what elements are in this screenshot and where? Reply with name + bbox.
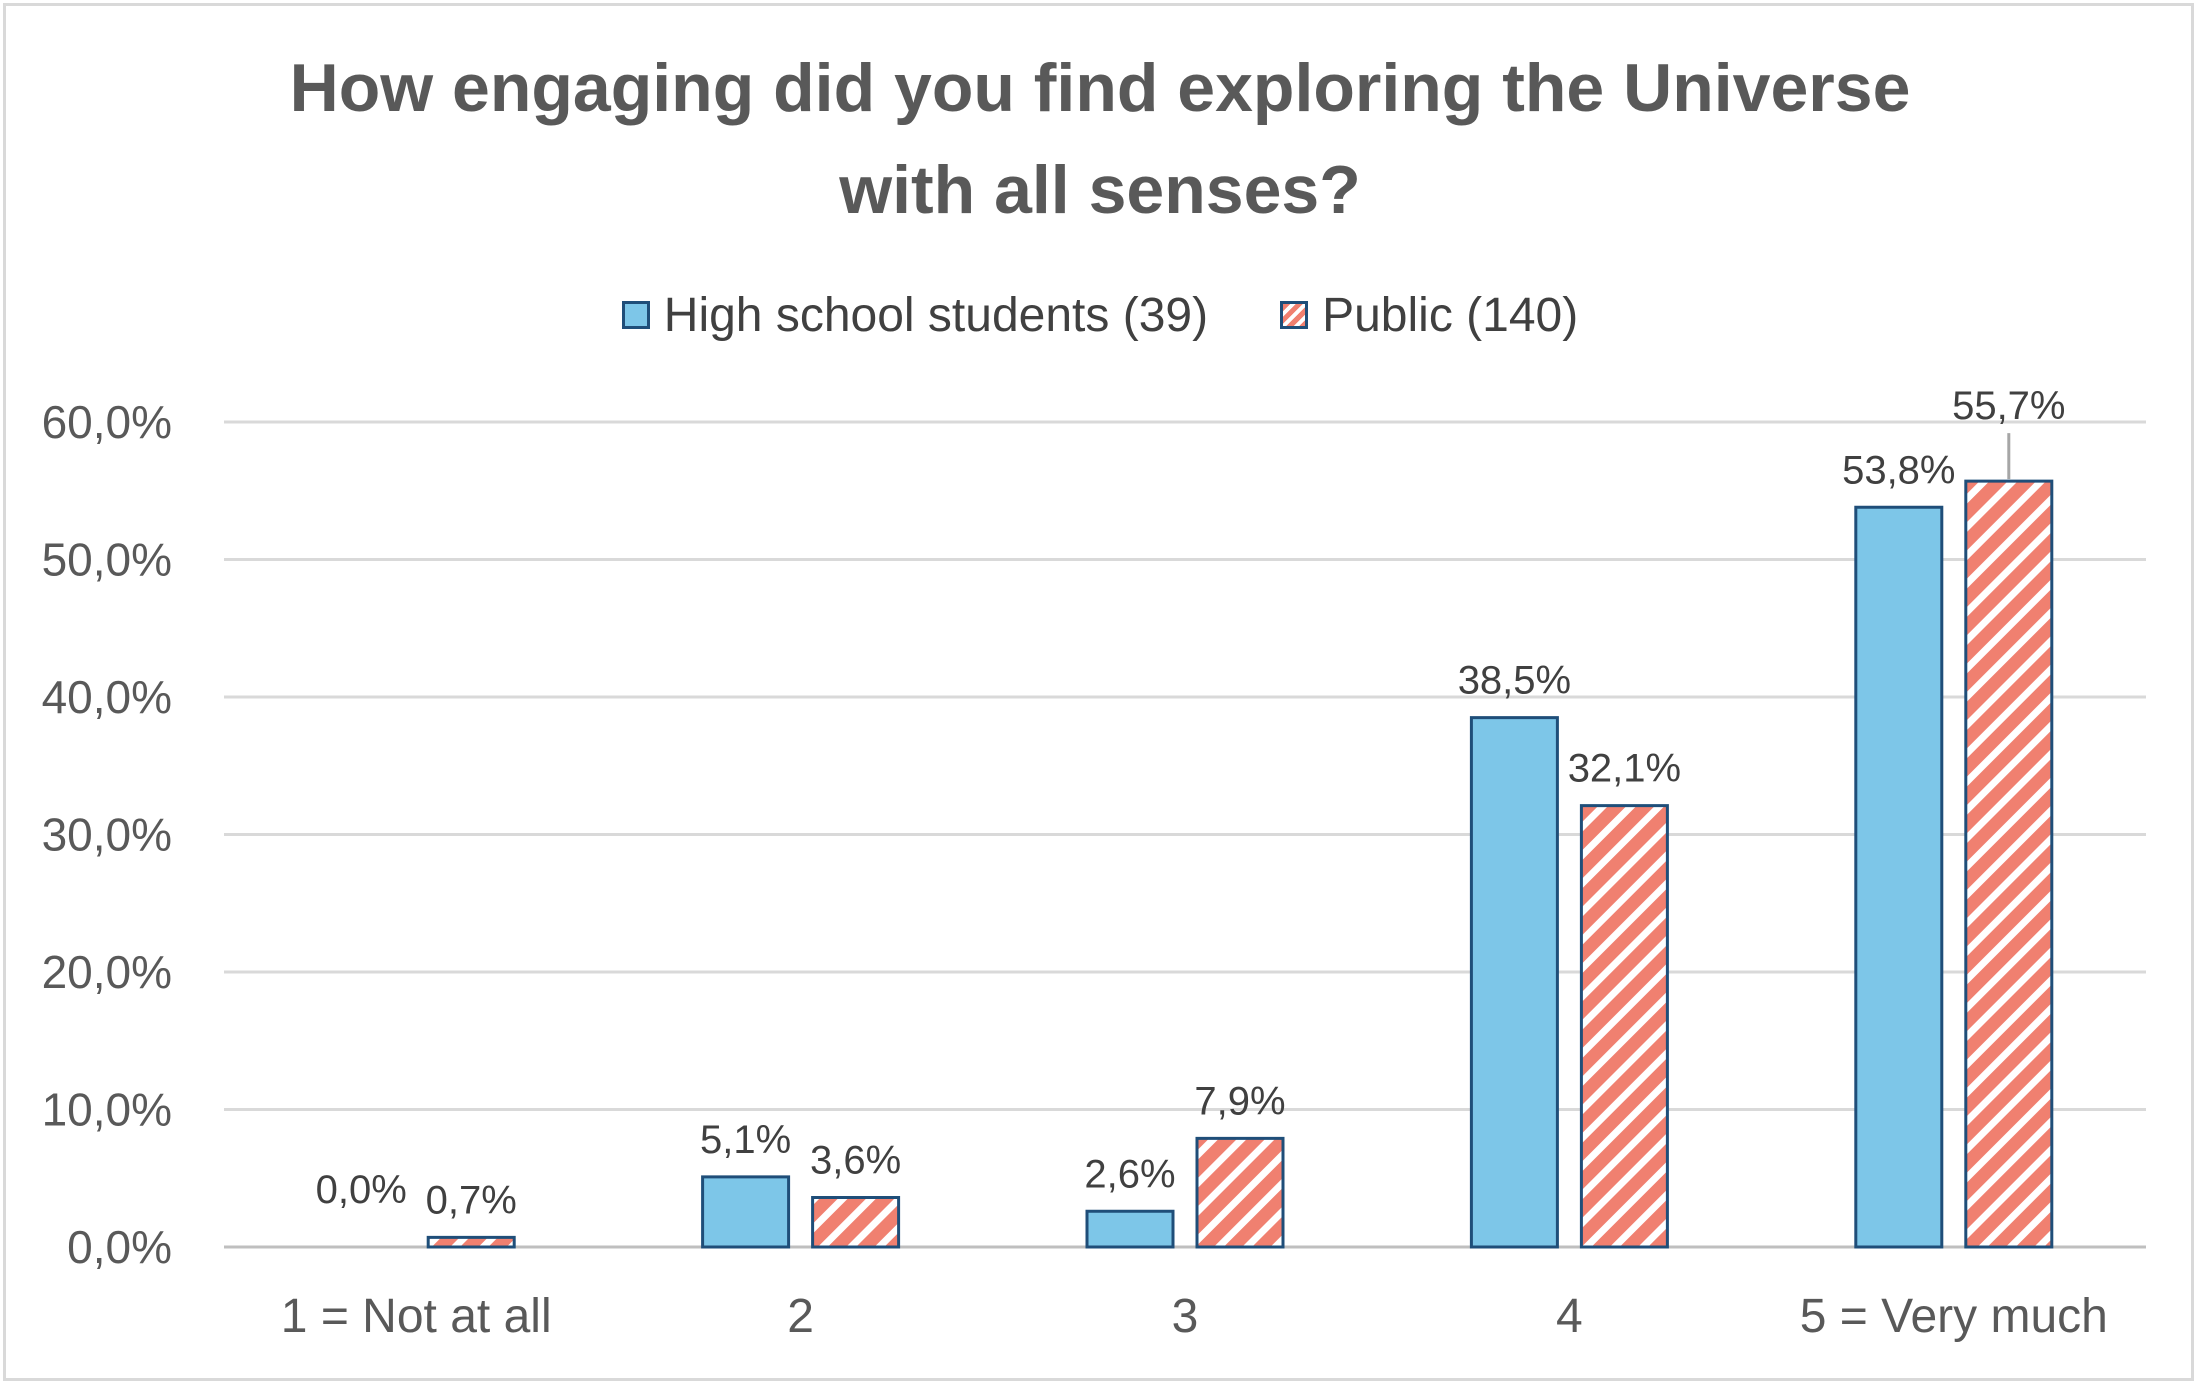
y-tick-label: 30,0%	[42, 809, 172, 861]
y-tick-label: 10,0%	[42, 1084, 172, 1136]
bar-public	[426, 1235, 516, 1249]
data-label-public: 7,9%	[1194, 1079, 1285, 1123]
y-tick-label: 60,0%	[42, 396, 172, 448]
bar-high-school	[1854, 505, 1944, 1249]
data-label-high-school: 38,5%	[1458, 659, 1571, 703]
data-label-high-school: 0,0%	[316, 1168, 407, 1212]
y-tick-label: 40,0%	[42, 671, 172, 723]
y-tick-label: 20,0%	[42, 946, 172, 998]
data-label-public: 0,7%	[426, 1178, 517, 1222]
y-tick-label: 0,0%	[67, 1221, 172, 1273]
x-tick-label: 5 = Very much	[1800, 1290, 2108, 1343]
x-tick-label: 4	[1556, 1290, 1583, 1343]
x-tick-label: 3	[1172, 1290, 1199, 1343]
bar-high-school	[1469, 716, 1559, 1249]
bar-public	[1964, 479, 2054, 1249]
data-label-high-school: 53,8%	[1842, 448, 1955, 492]
bar-public	[811, 1196, 901, 1249]
legend-swatch-high-school	[621, 301, 650, 329]
bar-public	[1195, 1136, 1285, 1249]
legend-item-high-school: High school students (39)	[621, 288, 1209, 343]
x-tick-label: 2	[787, 1290, 814, 1343]
legend-swatch-public	[1280, 301, 1309, 329]
legend-label-public: Public (140)	[1322, 288, 1579, 342]
data-label-public: 32,1%	[1568, 747, 1681, 791]
chart-legend: High school students (39) Public (140)	[0, 285, 2200, 345]
legend-item-public: Public (140)	[1280, 288, 1578, 343]
data-label-public: 3,6%	[810, 1139, 901, 1183]
data-label-high-school: 5,1%	[700, 1118, 791, 1162]
y-tick-label: 50,0%	[42, 534, 172, 586]
x-tick-label: 1 = Not at all	[281, 1290, 552, 1343]
bar-high-school	[701, 1175, 791, 1249]
chart-frame	[3, 3, 2194, 1381]
chart-title-line-1: How engaging did you find exploring the …	[289, 50, 1911, 126]
chart-title-line-2: with all senses?	[839, 152, 1361, 228]
bar-high-school	[1085, 1209, 1175, 1249]
bar-public	[1579, 804, 1669, 1249]
legend-label-high-school: High school students (39)	[663, 288, 1209, 342]
data-label-high-school: 2,6%	[1084, 1152, 1175, 1196]
data-label-public: 55,7%	[1952, 384, 2065, 428]
